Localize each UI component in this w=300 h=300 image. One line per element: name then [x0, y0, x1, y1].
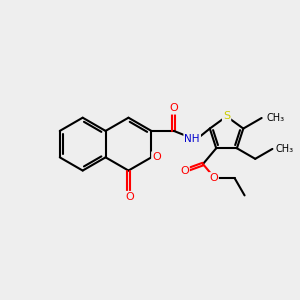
- Text: NH: NH: [184, 134, 200, 144]
- Text: CH₃: CH₃: [275, 144, 293, 154]
- Text: O: O: [209, 173, 218, 183]
- Text: CH₃: CH₃: [267, 113, 285, 123]
- Text: O: O: [152, 152, 161, 162]
- Text: O: O: [126, 192, 134, 202]
- Text: S: S: [223, 111, 230, 122]
- Text: O: O: [180, 166, 189, 176]
- Text: O: O: [169, 103, 178, 113]
